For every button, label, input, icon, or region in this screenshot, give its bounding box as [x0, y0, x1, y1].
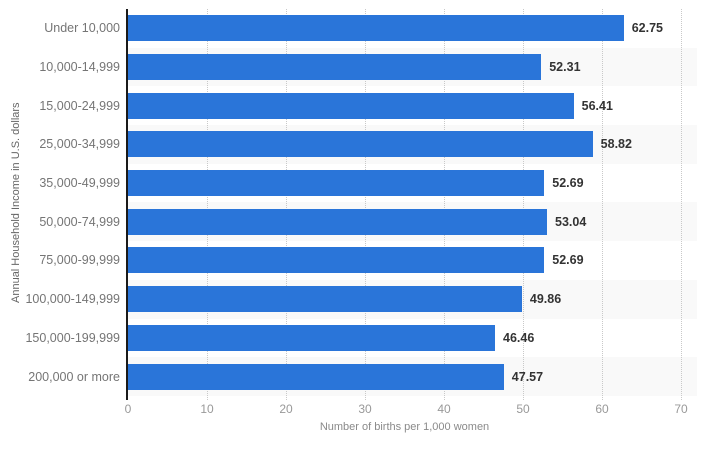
gridline — [522, 9, 524, 400]
chart-row: 52.31 — [128, 47, 697, 87]
chart-row: 52.69 — [128, 241, 697, 280]
gridline — [680, 9, 682, 400]
bar — [128, 170, 545, 197]
bar — [128, 247, 545, 274]
gridline — [364, 9, 366, 400]
plot-area: 62.75 52.31 56.41 58.82 52.69 53.04 52.69 49.86… — [126, 9, 697, 400]
category-label: 50,000-74,999 — [39, 214, 120, 229]
chart-row: 62.75 — [128, 9, 697, 48]
category-label: 35,000-49,999 — [39, 176, 120, 191]
category-label: Under 10,000 — [44, 21, 120, 36]
bar — [128, 324, 496, 351]
category-label: 200,000 or more — [28, 369, 120, 384]
x-tick-label: 0 — [124, 402, 132, 416]
category-axis: Under 10,000 10,000-14,999 15,000-24,999 25… — [0, 9, 120, 396]
category-label: 15,000-24,999 — [39, 98, 120, 113]
chart-row: 58.82 — [128, 125, 697, 164]
gridline — [206, 9, 208, 400]
category-label: 150,000-199,999 — [25, 330, 120, 345]
value-label: 47.57 — [511, 369, 544, 384]
x-tick-label: 70 — [674, 402, 688, 416]
chart-row: 52.69 — [128, 164, 697, 203]
x-tick-label: 40 — [437, 402, 451, 416]
value-label: 62.75 — [631, 21, 663, 36]
chart-row: 49.86 — [128, 279, 697, 319]
value-label: 56.41 — [581, 98, 613, 113]
bar — [128, 15, 624, 42]
value-label: 58.82 — [600, 137, 632, 152]
x-tick-label: 20 — [279, 402, 293, 416]
gridline — [285, 9, 287, 400]
bar — [128, 131, 593, 158]
category-label: 100,000-149,999 — [25, 292, 120, 307]
gridline — [443, 9, 445, 400]
chart-row: 56.41 — [128, 86, 697, 125]
bar — [128, 92, 574, 119]
value-label: 52.31 — [549, 60, 581, 75]
value-label: 52.69 — [552, 253, 584, 268]
chart-row: 53.04 — [128, 202, 697, 242]
bar — [128, 363, 504, 390]
x-tick-label: 60 — [595, 402, 609, 416]
category-label: 10,000-14,999 — [39, 60, 120, 75]
x-axis-title: Number of births per 1,000 women — [319, 421, 490, 433]
category-label: 75,000-99,999 — [39, 253, 120, 268]
x-tick-label: 10 — [200, 402, 214, 416]
category-label: 25,000-34,999 — [39, 137, 120, 152]
gridline — [601, 9, 603, 400]
value-label: 52.69 — [552, 176, 584, 191]
value-label: 46.46 — [503, 330, 535, 345]
bar — [128, 208, 548, 235]
chart-row: 46.46 — [128, 319, 697, 358]
y-axis-line — [126, 396, 128, 400]
bar — [128, 54, 542, 81]
bar — [128, 286, 522, 313]
x-tick-label: 50 — [516, 402, 530, 416]
value-label: 53.04 — [555, 214, 587, 229]
value-label: 49.86 — [529, 292, 562, 307]
x-tick-label: 30 — [358, 402, 372, 416]
chart-row: 47.57 — [128, 357, 697, 396]
